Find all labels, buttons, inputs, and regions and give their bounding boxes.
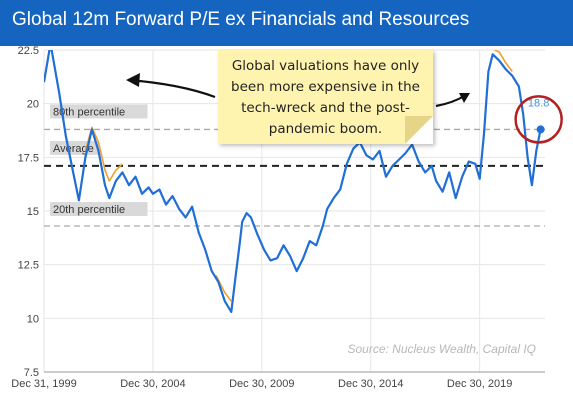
x-axis: Dec 31, 1999 Dec 30, 2004 Dec 30, 2009 Dec … xyxy=(11,371,545,390)
reference-label: 20th percentile xyxy=(53,204,125,216)
chart-series xyxy=(44,50,542,313)
reference-lines: 80th percentile Average 20th percentile xyxy=(44,104,545,227)
x-tick-label: Dec 30, 2019 xyxy=(447,378,512,390)
latest-point xyxy=(536,125,545,134)
sticky-note: Global valuations have only been more ex… xyxy=(218,50,433,144)
y-axis: 7.5 10 12.5 15 17.5 20 22.5 xyxy=(18,45,39,379)
y-tick-label: 17.5 xyxy=(18,152,39,164)
source-note: Source: Nucleus Wealth, Capital IQ xyxy=(347,342,536,356)
x-tick-label: Dec 30, 2009 xyxy=(229,378,294,390)
note-text: Global valuations have only been more ex… xyxy=(231,58,420,137)
y-tick-label: 20 xyxy=(27,99,39,111)
highlight-circle xyxy=(514,95,563,144)
x-tick-label: Dec 31, 1999 xyxy=(11,378,76,390)
y-tick-label: 7.5 xyxy=(24,367,39,379)
annotations: 18.8 xyxy=(126,73,563,144)
reference-label: 80th percentile xyxy=(53,106,125,118)
y-tick-label: 12.5 xyxy=(18,260,39,272)
orange-series-line xyxy=(493,50,513,72)
reference-label: Average xyxy=(53,143,94,155)
blue-series-line xyxy=(44,50,542,313)
x-tick-label: Dec 30, 2004 xyxy=(120,378,185,390)
left-arrowhead xyxy=(126,73,140,87)
reference-label-bg xyxy=(50,202,148,217)
note-fold xyxy=(405,116,433,144)
y-tick-label: 22.5 xyxy=(18,45,39,57)
left-arrow-shaft xyxy=(127,78,216,99)
title-bar: Global 12m Forward P/E ex Financials and… xyxy=(0,0,573,46)
chart-title: Global 12m Forward P/E ex Financials and… xyxy=(12,9,470,30)
x-tick-label: Dec 30, 2014 xyxy=(338,378,403,390)
y-tick-label: 10 xyxy=(27,313,39,325)
right-arrowhead xyxy=(459,93,470,103)
latest-value-label: 18.8 xyxy=(528,97,549,109)
reference-label-bg xyxy=(50,104,148,119)
orange-series-line xyxy=(84,126,123,182)
y-tick-label: 15 xyxy=(27,206,39,218)
